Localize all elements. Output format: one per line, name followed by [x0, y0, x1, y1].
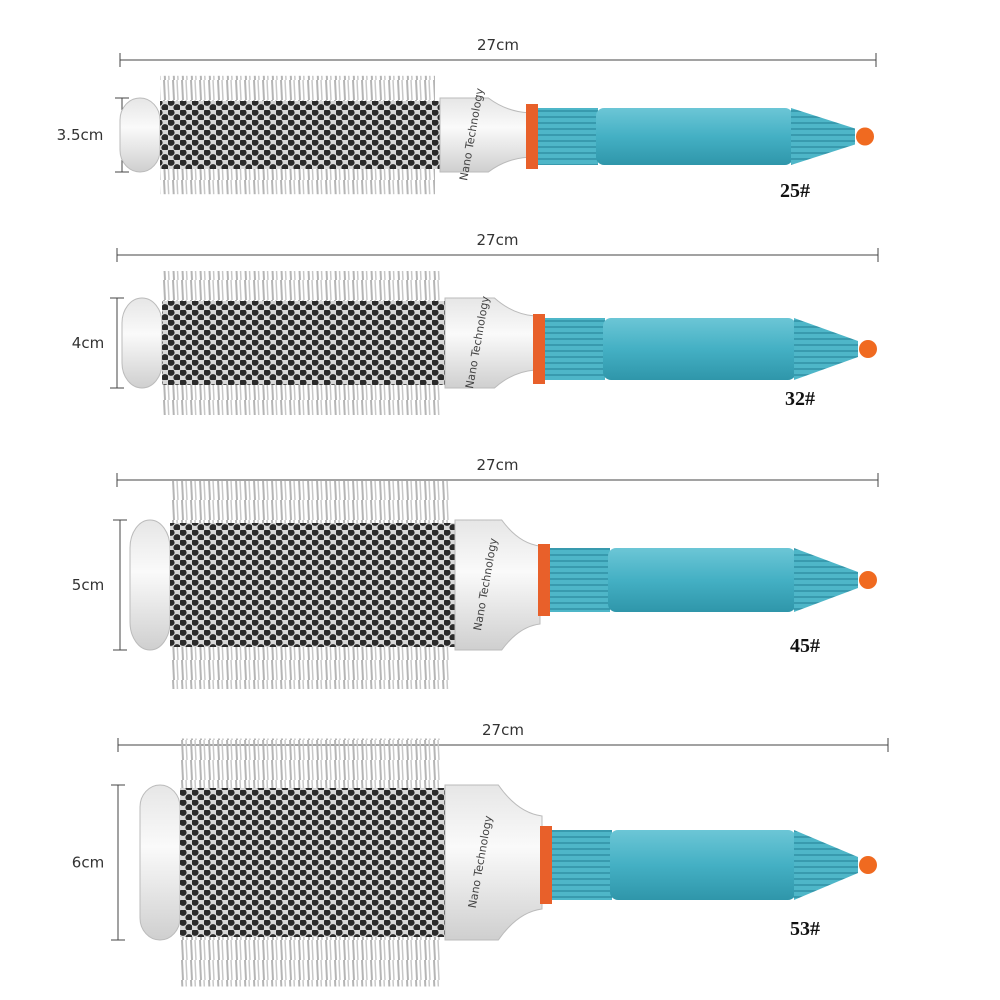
orange-ring: [538, 544, 550, 616]
handle: [596, 108, 793, 165]
size-label: 53#: [790, 918, 820, 940]
handle: [610, 830, 796, 900]
collar: [444, 297, 536, 389]
length-label: 27cm: [482, 721, 524, 739]
collar: [439, 97, 529, 173]
handle-tail: [791, 108, 855, 165]
barrel: [170, 523, 455, 647]
length-label: 27cm: [477, 36, 519, 54]
orange-ring: [540, 826, 552, 904]
collar: [444, 784, 543, 941]
barrel: [180, 788, 445, 937]
handle-tail: [794, 318, 858, 380]
handle-tail: [794, 548, 858, 612]
handle-cap: [859, 340, 877, 358]
diameter-label: 3.5cm: [57, 126, 104, 144]
barrel: [162, 301, 445, 385]
handle-cap: [859, 571, 877, 589]
barrel-end: [121, 297, 163, 389]
handle-cap: [859, 856, 877, 874]
handle-grip-ribs: [538, 108, 598, 165]
handle-tail: [794, 830, 858, 900]
handle-grip-ribs: [545, 318, 605, 380]
handle: [608, 548, 796, 612]
diameter-label: 4cm: [72, 334, 104, 352]
length-label: 27cm: [477, 231, 519, 249]
length-label: 27cm: [477, 456, 519, 474]
handle-grip-ribs: [550, 548, 610, 612]
diameter-label: 6cm: [72, 854, 104, 872]
collar: [454, 519, 541, 651]
size-label: 25#: [780, 180, 810, 202]
barrel-end: [129, 519, 171, 651]
handle: [603, 318, 796, 380]
handle-cap: [856, 127, 874, 146]
barrel-end: [119, 97, 161, 173]
barrel-end: [139, 784, 181, 941]
handle-grip-ribs: [552, 830, 612, 900]
barrel: [160, 101, 440, 169]
orange-ring: [533, 314, 545, 384]
diameter-label: 5cm: [72, 576, 104, 594]
size-label: 32#: [785, 388, 815, 410]
orange-ring: [526, 104, 538, 169]
size-label: 45#: [790, 635, 820, 657]
